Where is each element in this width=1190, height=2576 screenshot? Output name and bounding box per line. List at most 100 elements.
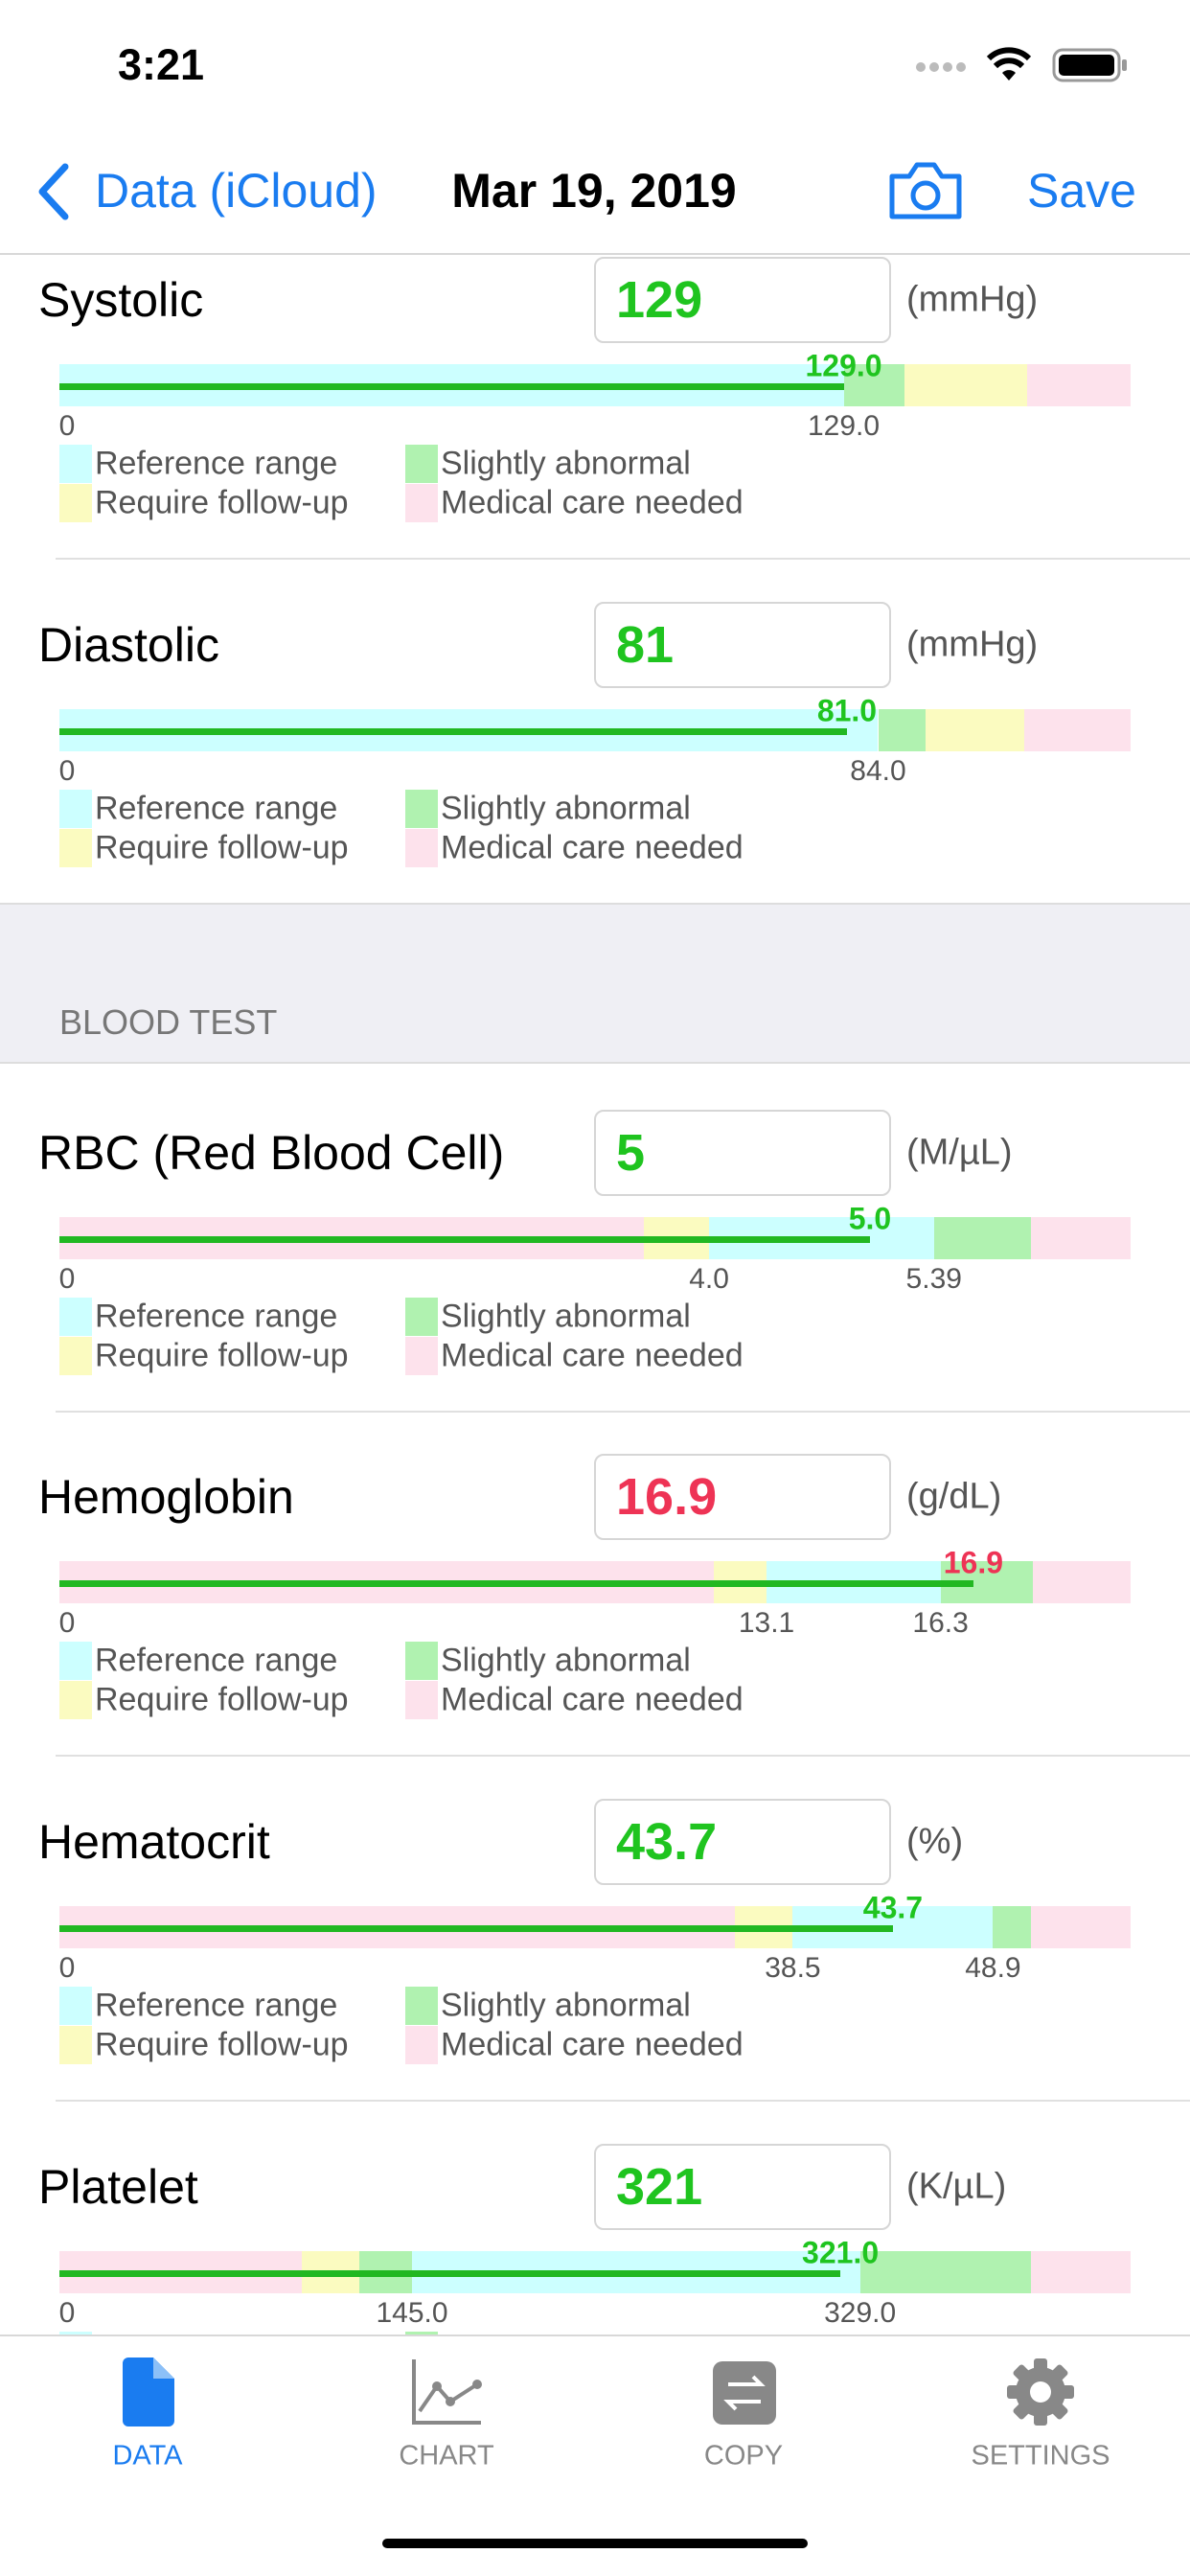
back-button[interactable]: Data (iCloud)	[95, 164, 378, 218]
tick-label: 329.0	[824, 2296, 897, 2329]
unit-label: (%)	[906, 1821, 964, 1862]
back-chevron[interactable]	[34, 163, 73, 225]
range-segment	[1030, 2250, 1132, 2293]
legend-swatch	[405, 1987, 438, 2026]
field-label: Hemoglobin	[38, 1470, 294, 1525]
tick-label: 4.0	[689, 1262, 729, 1295]
tick-label: 84.0	[850, 755, 906, 788]
range-segment	[1032, 1561, 1132, 1604]
tick-label: 145.0	[376, 2296, 448, 2329]
legend-text: Reference range	[95, 445, 338, 482]
value-input[interactable]	[594, 1799, 891, 1886]
unit-label: (mmHg)	[906, 279, 1039, 320]
legend-text: Medical care needed	[441, 2026, 744, 2063]
range-segment	[1030, 1906, 1132, 1949]
home-indicator	[382, 2539, 808, 2548]
marker-label: 5.0	[848, 1201, 892, 1236]
separator	[56, 1755, 1190, 1758]
tick-label: 13.1	[738, 1607, 795, 1640]
legend-swatch	[405, 829, 438, 868]
legend-text: Require follow-up	[95, 1337, 349, 1374]
tab-icon-data[interactable]	[119, 2358, 176, 2431]
value-text: 5	[616, 1123, 646, 1182]
tab-icon-settings[interactable]	[1006, 2358, 1075, 2431]
legend-text: Require follow-up	[95, 1681, 349, 1718]
value-line	[58, 1925, 893, 1933]
tab-label[interactable]: CHART	[399, 2440, 494, 2472]
legend-text: Require follow-up	[95, 829, 349, 866]
range-segment	[1027, 364, 1132, 407]
tab-icon-chart[interactable]	[410, 2358, 483, 2431]
legend-swatch	[59, 1642, 92, 1681]
legend-text: Slightly abnormal	[441, 1642, 691, 1679]
legend-swatch	[59, 2026, 92, 2065]
tab-label[interactable]: COPY	[703, 2440, 784, 2472]
field-label: Platelet	[38, 2159, 198, 2214]
legend-text: Medical care needed	[441, 829, 744, 866]
legend-text: Slightly abnormal	[441, 1987, 691, 2024]
value-input[interactable]	[594, 257, 891, 344]
tab-label[interactable]: SETTINGS	[971, 2440, 1110, 2472]
range-segment	[878, 709, 927, 752]
legend-swatch	[405, 1336, 438, 1375]
value-text: 321	[616, 2157, 703, 2216]
value-line	[58, 1580, 973, 1588]
legend-swatch	[405, 1642, 438, 1681]
value-input[interactable]	[594, 1454, 891, 1541]
marker-label: 81.0	[816, 693, 878, 728]
value-input[interactable]	[594, 1109, 891, 1196]
unit-label: (g/dL)	[906, 1476, 1002, 1517]
separator	[56, 2100, 1190, 2103]
legend-text: Reference range	[95, 1298, 338, 1335]
camera-button[interactable]	[886, 159, 965, 225]
range-segment	[859, 2250, 1031, 2293]
range-segment	[1030, 1216, 1132, 1259]
value-text: 43.7	[616, 1813, 718, 1872]
tick-label: 0	[58, 1952, 76, 1985]
legend-swatch	[59, 829, 92, 868]
legend-swatch	[59, 445, 92, 484]
section-background	[0, 903, 1190, 1064]
value-text: 16.9	[616, 1468, 718, 1527]
range-segment	[926, 709, 1024, 752]
tick-label: 0	[58, 2296, 76, 2329]
tick-label: 0	[58, 1262, 76, 1295]
legend-text: Medical care needed	[441, 484, 744, 521]
legend-swatch	[405, 2026, 438, 2065]
signal-icon	[915, 60, 973, 78]
range-segment	[993, 1906, 1031, 1949]
battery-icon	[1052, 48, 1129, 87]
marker-label: 16.9	[943, 1545, 1003, 1580]
status-time: 3:21	[118, 40, 205, 89]
unit-label: (M/µL)	[906, 1132, 1013, 1173]
value-input[interactable]	[594, 602, 891, 689]
value-input[interactable]	[594, 2143, 891, 2230]
separator	[56, 558, 1190, 561]
legend-swatch	[405, 1297, 438, 1336]
field-label: RBC (Red Blood Cell)	[38, 1125, 505, 1180]
tick-label: 16.3	[912, 1607, 969, 1640]
legend-swatch	[59, 1297, 92, 1336]
wifi-icon	[985, 46, 1033, 87]
legend-text: Slightly abnormal	[441, 445, 691, 482]
legend-swatch	[59, 1987, 92, 2026]
tick-label: 5.39	[905, 1262, 962, 1295]
value-line	[58, 1235, 870, 1243]
nav-bar: 3:21 Data (iCloud) Mar 19, 2019 Save	[0, 0, 1190, 255]
tab-icon-copy[interactable]	[713, 2361, 776, 2429]
save-button[interactable]: Save	[1027, 164, 1136, 218]
nav-title: Mar 19, 2019	[451, 164, 737, 218]
legend-text: Medical care needed	[441, 1337, 744, 1374]
legend-text: Medical care needed	[441, 1681, 744, 1718]
tick-label: 0	[58, 1607, 76, 1640]
tick-label: 48.9	[965, 1952, 1021, 1985]
marker-label: 129.0	[805, 348, 882, 383]
value-text: 81	[616, 616, 675, 675]
legend-swatch	[405, 484, 438, 523]
section-header: BLOOD TEST	[59, 1002, 278, 1042]
value-text: 129	[616, 271, 703, 330]
tab-label[interactable]: DATA	[112, 2440, 183, 2472]
legend-text: Require follow-up	[95, 2026, 349, 2063]
legend-swatch	[59, 1681, 92, 1720]
